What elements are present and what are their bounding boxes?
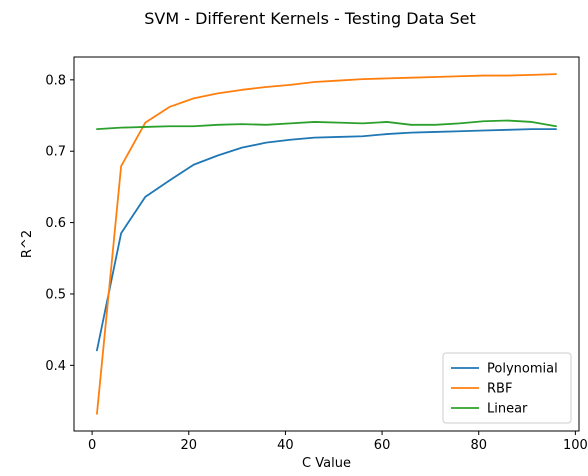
legend: Polynomial RBF Linear: [442, 352, 572, 424]
x-tick-label: 80: [470, 438, 487, 453]
y-tick-label: 0.5: [45, 287, 66, 302]
plot-area: [96, 73, 557, 415]
axes-frame: [73, 56, 580, 432]
legend-label: Linear: [487, 402, 528, 417]
series-line-polynomial: [96, 128, 557, 352]
x-axis-ticks: 0 20 40 60 80 100: [88, 431, 588, 453]
y-axis-ticks: 0.4 0.5 0.6 0.7 0.8: [45, 73, 74, 374]
x-axis-label: C Value: [302, 456, 351, 471]
legend-label: RBF: [487, 382, 512, 397]
y-tick-label: 0.6: [45, 216, 66, 231]
legend-label: Polynomial: [487, 362, 558, 377]
x-tick-label: 40: [277, 438, 294, 453]
y-tick-label: 0.8: [45, 73, 66, 88]
y-tick-label: 0.4: [45, 359, 66, 374]
x-tick-label: 100: [563, 438, 588, 453]
x-tick-label: 60: [374, 438, 391, 453]
series-line-linear: [96, 119, 557, 130]
legend-box: [442, 352, 572, 424]
y-axis-label: R^2: [20, 230, 35, 258]
x-tick-label: 0: [88, 438, 96, 453]
series-line-rbf: [96, 73, 557, 415]
chart-title: SVM - Different Kernels - Testing Data S…: [144, 9, 476, 28]
x-tick-label: 20: [180, 438, 197, 453]
y-tick-label: 0.7: [45, 145, 66, 160]
